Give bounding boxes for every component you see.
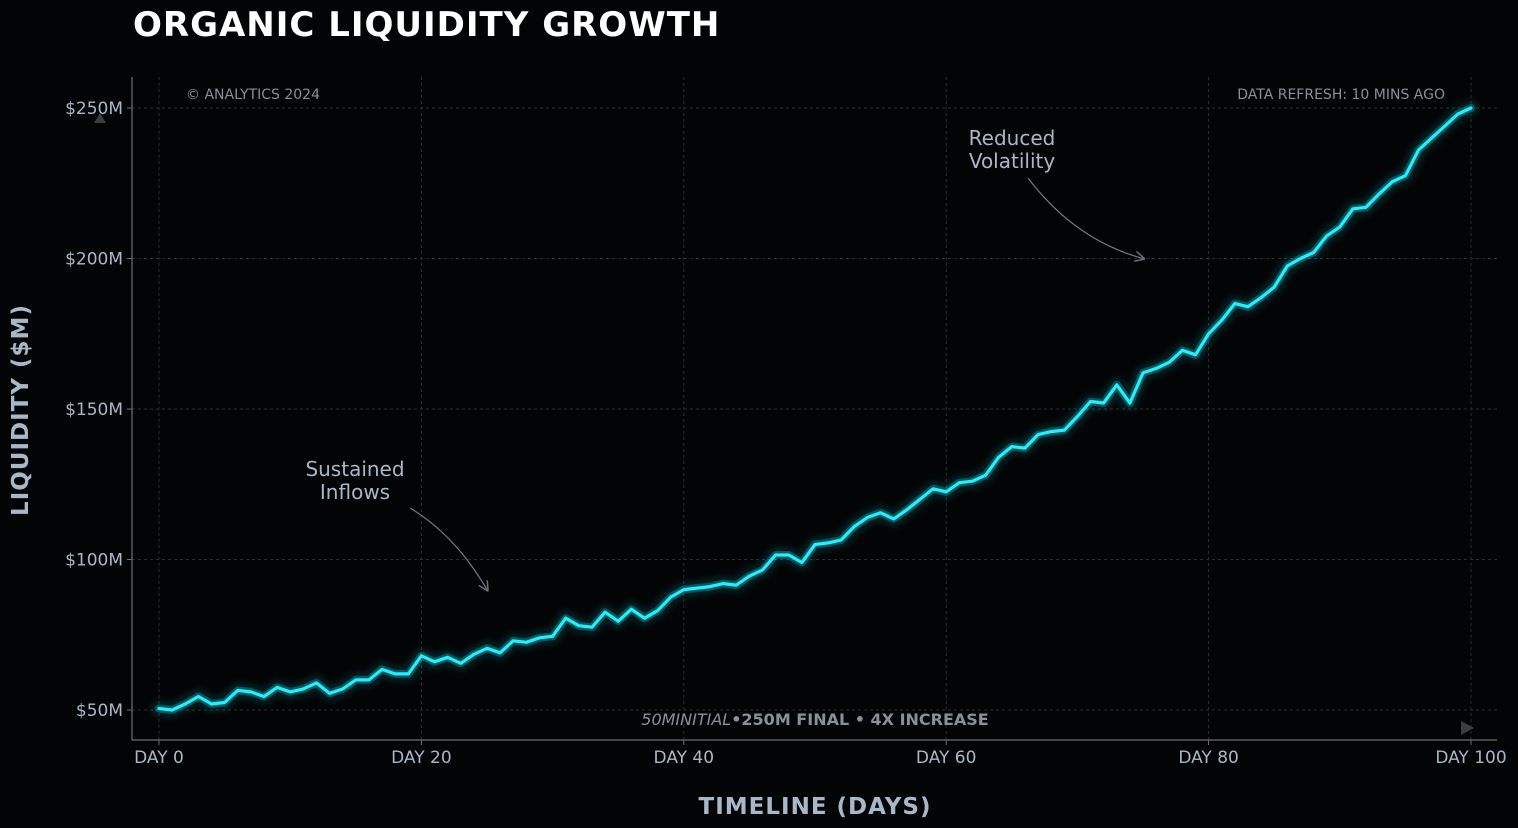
footer-summary: 50MINITIAL•250M FINAL • 4X INCREASE: [641, 710, 988, 729]
annotation-label: Reduced Volatility: [969, 126, 1056, 173]
x-ticks: DAY 0 DAY 20 DAY 40 DAY 60 DAY 80 DAY 100: [134, 740, 1507, 768]
y-tick-label: $150M: [65, 400, 123, 420]
x-tick-label: DAY 80: [1178, 748, 1239, 768]
y-tick-label: $200M: [65, 250, 123, 270]
corner-right-label: DATA REFRESH: 10 MINS AGO: [1237, 87, 1445, 103]
annotation-arrow: [1027, 177, 1143, 259]
series-line-group: [151, 100, 1479, 718]
chart-title: ORGANIC LIQUIDITY GROWTH: [133, 5, 720, 45]
x-axis-title: TIMELINE (DAYS): [699, 794, 932, 820]
y-tick-label: $100M: [65, 551, 123, 571]
y-axis-arrow-icon: [94, 113, 106, 123]
series-line-0: [157, 106, 1473, 712]
y-axis-title: LIQUIDITY ($M): [8, 304, 34, 516]
x-tick-label: DAY 40: [654, 748, 715, 768]
y-tick-label: $250M: [65, 99, 123, 119]
corner-left-label: © ANALYTICS 2024: [186, 87, 320, 103]
annotations: Sustained Inflows Reduced Volatility: [305, 126, 1143, 590]
x-axis-arrow-icon: [1461, 721, 1474, 735]
annotation-label: Sustained Inflows: [305, 457, 404, 504]
y-ticks: $50M $100M $150M $200M $250M: [65, 99, 132, 721]
x-tick-label: DAY 60: [916, 748, 977, 768]
footer-initial: 50MINITIAL: [641, 710, 731, 729]
x-tick-label: DAY 100: [1435, 748, 1506, 768]
y-tick-label: $50M: [76, 701, 123, 721]
annotation-arrow: [409, 507, 487, 590]
gridlines: [132, 77, 1497, 740]
x-tick-label: DAY 20: [391, 748, 452, 768]
x-tick-label: DAY 0: [134, 748, 184, 768]
footer-final: •250M FINAL • 4X INCREASE: [731, 710, 989, 729]
